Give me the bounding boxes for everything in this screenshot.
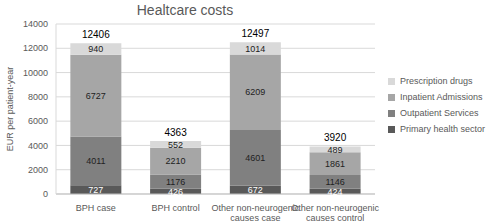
svg-text:Other non-neurogeniccauses cas: Other non-neurogeniccauses case — [212, 203, 300, 223]
html-text:Inpatient Admissions: Inpatient Admissions — [400, 92, 483, 102]
svg-text:6727: 6727 — [86, 91, 106, 101]
svg-text:2000: 2000 — [28, 165, 48, 175]
svg-text:4000: 4000 — [28, 141, 48, 151]
svg-text:4363: 4363 — [164, 127, 187, 138]
svg-text:489: 489 — [328, 145, 343, 155]
svg-text:424: 424 — [328, 187, 343, 197]
svg-text:14000: 14000 — [23, 19, 48, 29]
html-text:Prescription drugs: Prescription drugs — [400, 76, 473, 86]
svg-text:BPH case: BPH case — [76, 203, 116, 213]
svg-text:Other non-neurogeniccauses con: Other non-neurogeniccauses control — [291, 203, 379, 223]
svg-text:4011: 4011 — [86, 156, 105, 166]
svg-text:4601: 4601 — [245, 153, 265, 163]
svg-text:10000: 10000 — [23, 68, 48, 78]
svg-text:552: 552 — [168, 140, 183, 150]
svg-text:0: 0 — [43, 189, 48, 199]
svg-text:727: 727 — [88, 185, 103, 195]
svg-text:12000: 12000 — [23, 43, 48, 53]
svg-text:EUR per patient-year: EUR per patient-year — [8, 67, 15, 152]
svg-text:2210: 2210 — [166, 156, 186, 166]
svg-text:12497: 12497 — [241, 28, 269, 39]
svg-text:940: 940 — [88, 44, 103, 54]
svg-text:3920: 3920 — [324, 132, 347, 143]
svg-text:426: 426 — [168, 187, 183, 197]
svg-text:12406: 12406 — [82, 29, 110, 40]
svg-text:6209: 6209 — [245, 87, 265, 97]
svg-text:6000: 6000 — [28, 116, 48, 126]
svg-text:1014: 1014 — [245, 44, 265, 54]
svg-text:1146: 1146 — [325, 177, 344, 187]
svg-text:1861: 1861 — [325, 159, 345, 169]
svg-text:1176: 1176 — [166, 177, 185, 187]
html-text:Outpatient Services: Outpatient Services — [400, 108, 479, 118]
svg-text:8000: 8000 — [28, 92, 48, 102]
svg-text:672: 672 — [248, 185, 263, 195]
html-text:Healtcare costs: Healtcare costs — [136, 2, 234, 18]
html-text:Primary health sector: Primary health sector — [400, 124, 485, 134]
svg-text:BPH control: BPH control — [152, 203, 200, 213]
